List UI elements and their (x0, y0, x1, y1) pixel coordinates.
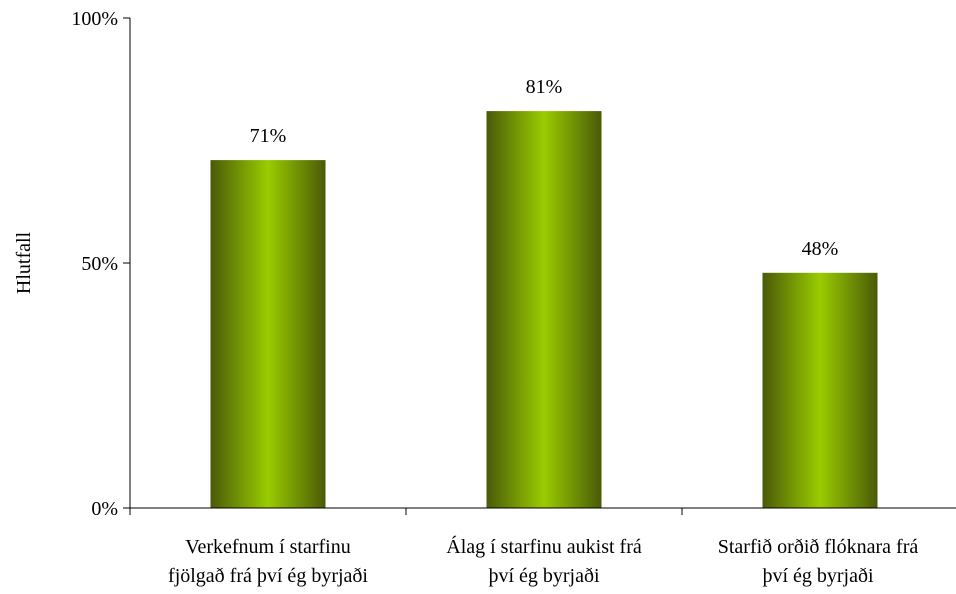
category-label: Starfið orðið flóknara frá (718, 536, 919, 558)
labels: 0% 50% 100% 71% Verkefnum í starfinu fjölgað … (71, 8, 918, 587)
data-label: 71% (250, 125, 287, 147)
bar (210, 160, 326, 508)
y-tick-label: 0% (91, 498, 118, 520)
y-axis-label: Hlutfall (13, 231, 35, 294)
bars (210, 111, 878, 508)
category-label: Verkefnum í starfinu (185, 536, 351, 558)
data-label: 81% (526, 76, 563, 98)
category-label: því ég byrjaði (488, 565, 600, 587)
category-label: því ég byrjaði (762, 565, 874, 587)
bar (486, 111, 602, 508)
category-label: Álag í starfinu aukist frá (446, 535, 642, 558)
data-label: 48% (802, 238, 839, 260)
axes (123, 17, 956, 515)
y-tick-label: 50% (81, 253, 118, 275)
y-tick-label: 100% (71, 8, 118, 30)
bar (762, 272, 878, 508)
category-label: fjölgað frá því ég byrjaði (168, 565, 368, 587)
